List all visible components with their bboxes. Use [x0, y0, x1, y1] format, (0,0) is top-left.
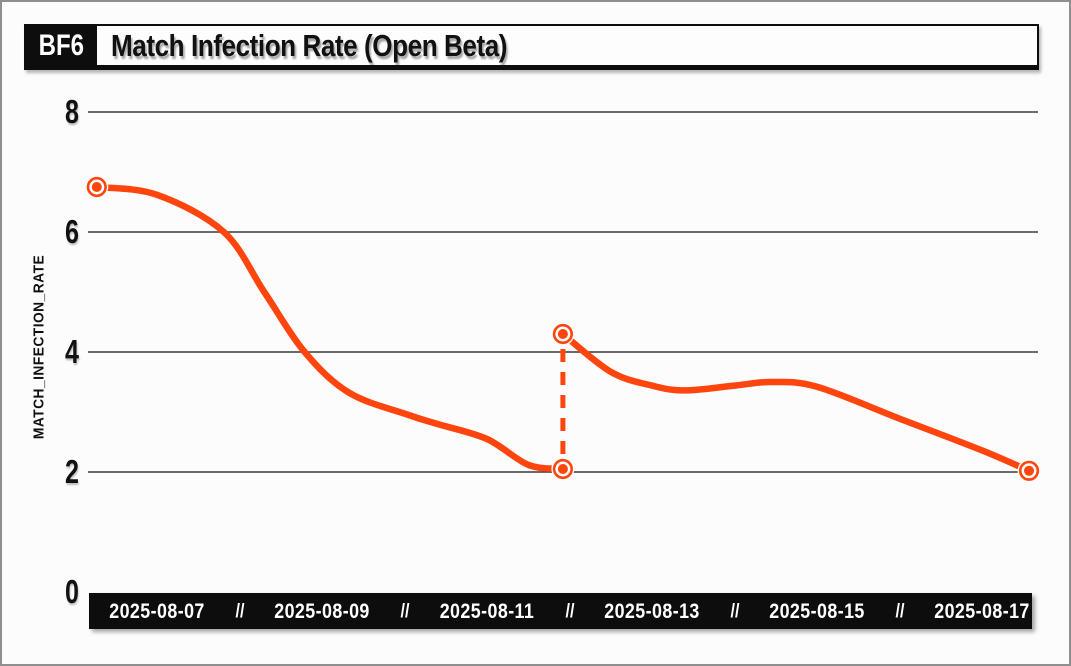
x-axis-bar: 2025-08-07 // 2025-08-09 // 2025-08-11 // 2025…: [89, 593, 1032, 629]
y-axis-title: MATCH_INFECTION_RATE: [30, 254, 48, 440]
data-point-dot: [557, 329, 568, 339]
chart-title: Match Infection Rate (Open Beta): [111, 27, 508, 63]
title-wrap: Match Infection Rate (Open Beta): [97, 26, 582, 65]
x-tick-separator: //: [730, 601, 739, 622]
y-tick-label-0: 0: [65, 573, 79, 610]
data-point-dot: [91, 182, 102, 192]
x-tick-label-2025-08-17: 2025-08-17: [934, 600, 1030, 623]
x-tick-separator: //: [400, 601, 409, 622]
data-point-ring: [552, 323, 574, 345]
data-point-ring: [552, 458, 574, 480]
x-tick-label-2025-08-07: 2025-08-07: [109, 600, 205, 623]
data-point-ring: [86, 176, 107, 198]
x-tick-separator: //: [565, 601, 574, 622]
series-segment-before-drop: [93, 183, 567, 473]
y-tick-label-6: 6: [65, 213, 79, 250]
marker-halo: [551, 457, 575, 481]
marker-halo: [1017, 459, 1041, 483]
x-tick-label-2025-08-15: 2025-08-15: [769, 600, 865, 623]
data-point-ring: [1018, 460, 1040, 481]
data-point-dot: [557, 464, 568, 474]
y-tick-label-4: 4: [65, 333, 79, 370]
x-tick-label-2025-08-11: 2025-08-11: [439, 600, 535, 623]
x-tick-label-2025-08-09: 2025-08-09: [274, 600, 370, 623]
y-tick-label-8: 8: [65, 93, 79, 130]
badge-label: BF6: [38, 28, 85, 62]
marker-halo: [85, 175, 109, 199]
marker-halo: [551, 322, 575, 346]
series-segment-after-jump: [559, 330, 1033, 475]
chart-header: BF6 Match Infection Rate (Open Beta): [24, 24, 1039, 70]
data-point-dot: [1024, 465, 1035, 476]
x-tick-separator: //: [235, 601, 244, 622]
x-tick-label-2025-08-13: 2025-08-13: [604, 600, 700, 623]
x-tick-separator: //: [895, 601, 904, 622]
badge: BF6: [26, 26, 97, 65]
y-tick-label-2: 2: [65, 453, 79, 490]
